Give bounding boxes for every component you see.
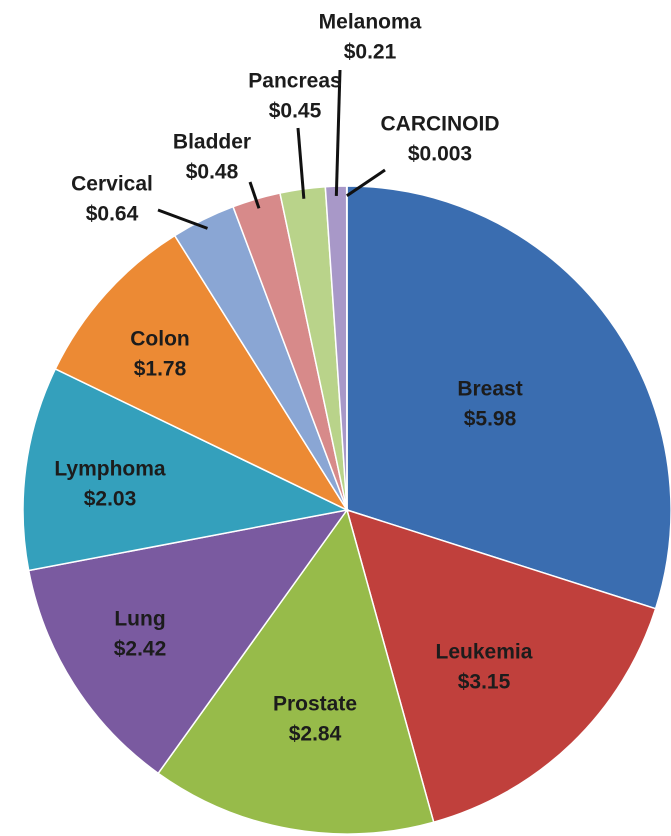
slice-label: Bladder (173, 131, 251, 154)
value-label: $2.03 (84, 488, 137, 511)
leader-line (157, 208, 208, 230)
slice-label: Prostate (273, 693, 357, 716)
value-label: $3.15 (458, 671, 511, 694)
pie-slice (346, 185, 671, 610)
pie-slice (27, 508, 349, 775)
pie-slice (22, 367, 350, 572)
value-label: $2.42 (114, 638, 167, 661)
value-label: $0.003 (408, 143, 472, 166)
leader-line (296, 127, 306, 199)
value-label: $5.98 (464, 408, 517, 431)
leader-line (334, 69, 342, 196)
value-label: $0.21 (344, 41, 397, 64)
slice-label: Lung (114, 608, 165, 631)
pie-slice (54, 234, 350, 512)
slice-label: CARCINOID (381, 113, 500, 136)
slice-label: Melanoma (319, 11, 422, 34)
value-label: $0.48 (186, 161, 239, 184)
pie-slice (345, 508, 657, 824)
slice-label: Breast (457, 378, 522, 401)
value-label: $0.64 (86, 203, 139, 226)
slice-label: Colon (130, 328, 189, 351)
value-label: $2.84 (289, 723, 342, 746)
slice-label: Lymphoma (54, 458, 166, 481)
value-label: $1.78 (134, 358, 187, 381)
slice-label: Pancreas (248, 70, 341, 93)
pie-slice (157, 508, 435, 835)
slice-label: Cervical (71, 173, 153, 196)
leader-line (346, 168, 386, 197)
slice-label: Leukemia (436, 641, 533, 664)
value-label: $0.45 (269, 100, 322, 123)
leader-line (248, 181, 261, 209)
